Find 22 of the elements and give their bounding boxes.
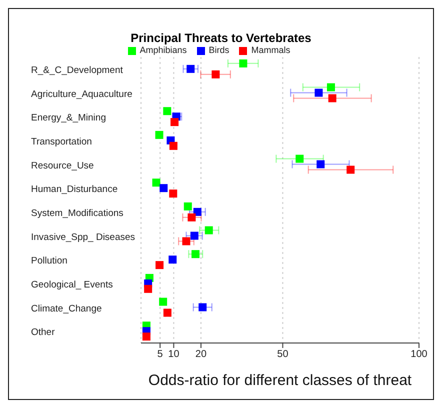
x-tick-label: 5 (157, 349, 164, 360)
y-tick-label: R_&_C_Development (31, 64, 124, 76)
legend-label: Amphibians (140, 45, 187, 55)
y-tick-label: Resource_Use (31, 160, 94, 172)
y-tick-label: System_Modifications (31, 208, 124, 219)
x-axis-title: Odds-ratio for different classes of threat (148, 372, 412, 389)
y-tick-label: Human_Disturbance (31, 184, 118, 196)
legend-label: Birds (208, 45, 230, 55)
x-tick-label: 10 (168, 349, 180, 360)
y-tick-label: Energy_&_Mining (31, 112, 106, 124)
x-tick-label: 20 (195, 349, 207, 360)
y-tick-label: Geological_ Events (31, 279, 114, 290)
x-tick-label: 50 (277, 349, 289, 360)
y-tick-label: Agriculture_Aquaculture (31, 88, 132, 100)
y-tick-label: Pollution (31, 256, 68, 267)
y-tick-label: Transportation (31, 136, 92, 148)
y-tick-label: Other (31, 327, 55, 338)
y-tick-label: Climate_Change (31, 303, 102, 314)
x-tick-label: 100 (410, 349, 428, 360)
chart-title: Principal Threats to Vertebrates (130, 31, 312, 45)
y-tick-label: Invasive_Spp_ Diseases (31, 232, 136, 243)
legend-label: Mammals (251, 45, 290, 55)
